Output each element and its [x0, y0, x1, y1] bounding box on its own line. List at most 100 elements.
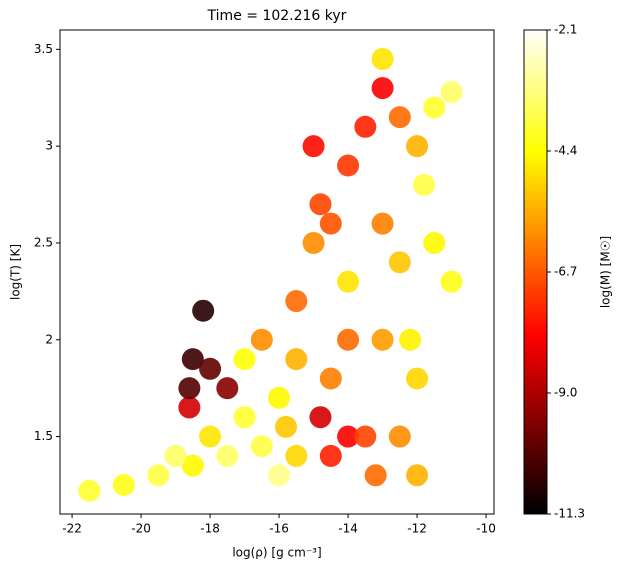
point: [250, 435, 273, 458]
colorbar-band: [524, 372, 547, 378]
point: [199, 357, 222, 380]
colorbar-band: [524, 102, 547, 108]
y-tick-label: 3.5: [34, 42, 53, 56]
point: [250, 328, 273, 351]
colorbar-band: [524, 77, 547, 83]
colorbar-band: [524, 247, 547, 253]
colorbar-band: [524, 231, 547, 237]
colorbar-band: [524, 364, 547, 370]
colorbar-band: [524, 114, 547, 120]
colorbar-band: [524, 424, 547, 430]
point: [440, 80, 463, 103]
plot-frame: [59, 29, 495, 515]
x-axis-label: log(ρ) [g cm⁻³]: [232, 546, 321, 560]
colorbar-band: [524, 41, 547, 47]
colorbar-band: [524, 432, 547, 438]
point: [406, 135, 429, 158]
colorbar-band: [524, 194, 547, 200]
point: [423, 96, 446, 119]
point: [337, 154, 360, 177]
colorbar-band: [524, 376, 547, 382]
colorbar-band: [524, 106, 547, 112]
colorbar-band: [524, 57, 547, 63]
colorbar-band: [524, 307, 547, 313]
colorbar-band: [524, 33, 547, 39]
colorbar-band: [524, 444, 547, 450]
colorbar-band: [524, 25, 547, 31]
point: [181, 348, 204, 371]
colorbar-band: [524, 299, 547, 305]
colorbar-band: [524, 360, 547, 366]
point: [337, 270, 360, 293]
colorbar-band: [524, 303, 547, 309]
colorbar-band: [524, 315, 547, 321]
colorbar-band: [524, 211, 547, 217]
point: [78, 479, 101, 502]
colorbar-band: [524, 138, 547, 144]
point: [274, 415, 297, 438]
point: [285, 444, 308, 467]
colorbar-band: [524, 392, 547, 398]
point: [112, 473, 135, 496]
colorbar-band: [524, 73, 547, 79]
colorbar-band: [524, 166, 547, 172]
colorbar-band: [524, 340, 547, 346]
colorbar-band: [524, 287, 547, 293]
colorbar-band: [524, 45, 547, 51]
colorbar-band: [524, 380, 547, 386]
colorbar-band: [524, 142, 547, 148]
colorbar-band: [524, 118, 547, 124]
points: [78, 48, 463, 502]
colorbar-band: [524, 509, 547, 515]
colorbar-band: [524, 81, 547, 87]
point: [309, 406, 332, 429]
colorbar-band: [524, 98, 547, 104]
point: [181, 454, 204, 477]
colorbar-band: [524, 235, 547, 241]
colorbar-band: [524, 37, 547, 43]
point: [388, 425, 411, 448]
colorbar-band: [524, 489, 547, 495]
colorbar-band: [524, 400, 547, 406]
colorbar-band: [524, 493, 547, 499]
colorbar-band: [524, 481, 547, 487]
x-tick-label: -12: [407, 522, 427, 536]
point: [309, 193, 332, 216]
colorbar-band: [524, 61, 547, 67]
point: [371, 328, 394, 351]
point: [216, 377, 239, 400]
colorbar-band: [524, 207, 547, 212]
point: [371, 48, 394, 71]
point: [285, 348, 308, 371]
point: [268, 386, 291, 409]
point: [199, 425, 222, 448]
colorbar-band: [524, 396, 547, 402]
colorbar-band: [524, 154, 547, 160]
colorbar-band: [524, 436, 547, 442]
colorbar-tick-label: -11.3: [554, 507, 585, 521]
colorbar-band: [524, 190, 547, 196]
colorbar-band: [524, 477, 547, 483]
colorbar-band: [524, 69, 547, 75]
colorbar-band: [524, 408, 547, 414]
point: [399, 328, 422, 351]
colorbar-band: [524, 86, 547, 91]
colorbar-band: [524, 182, 547, 188]
colorbar-band: [524, 255, 547, 261]
y-axis-label: log(T) [K]: [9, 244, 23, 300]
y-tick-label: 2: [45, 332, 53, 346]
point: [164, 444, 187, 467]
y-tick-label: 1.5: [34, 429, 53, 443]
colorbar-band: [524, 332, 547, 338]
colorbar-band: [524, 428, 547, 434]
colorbar-band: [524, 352, 547, 358]
point: [178, 396, 201, 419]
point: [319, 212, 342, 235]
point: [192, 299, 215, 322]
colorbar-band: [524, 368, 547, 374]
colorbar-band: [524, 94, 547, 100]
point: [406, 464, 429, 487]
point: [412, 173, 435, 196]
colorbar-band: [524, 29, 547, 35]
